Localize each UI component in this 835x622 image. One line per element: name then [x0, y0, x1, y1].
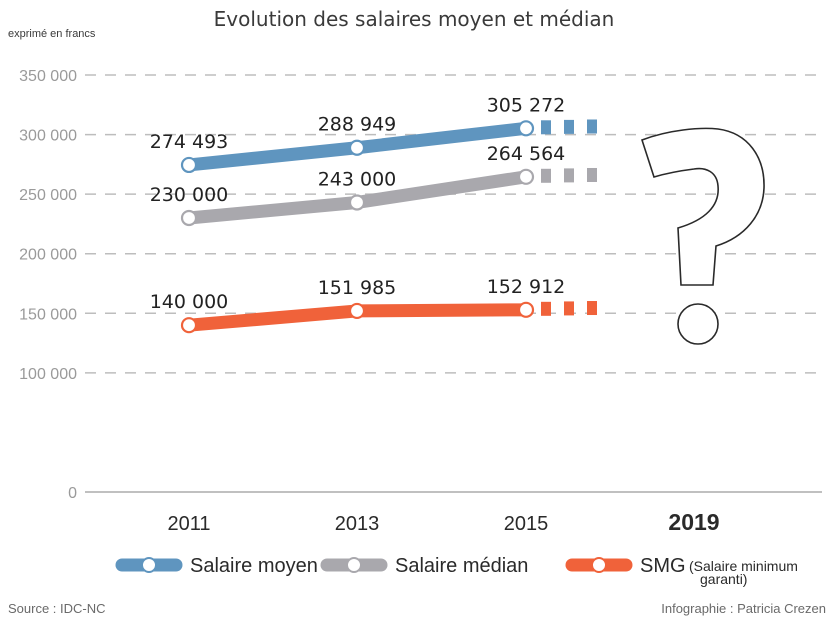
legend-label: Salaire médian — [395, 555, 528, 577]
projection-dash — [541, 301, 551, 316]
legend: Salaire moyen Salaire médian SMG (Salaire m… — [115, 555, 798, 587]
y-tick-label: 300 000 — [19, 128, 77, 145]
question-mark-icon — [641, 127, 765, 345]
y-tick-label: 350 000 — [19, 68, 77, 85]
legend-item: Salaire médian — [320, 555, 528, 577]
series-salaire-m-dian: 230 000 243 000 264 564 — [150, 143, 597, 227]
data-label: 140 000 — [150, 291, 229, 313]
x-tick-label: 2015 — [504, 513, 549, 535]
data-label: 305 272 — [487, 94, 566, 116]
data-point — [348, 302, 366, 320]
projection-dash — [564, 168, 574, 183]
data-label: 243 000 — [318, 168, 397, 190]
projection-dash — [587, 167, 597, 182]
x-tick-label: 2019 — [668, 509, 719, 535]
data-point — [180, 209, 198, 227]
x-tick-label: 2011 — [167, 513, 210, 535]
credit-note: Infographie : Patricia Crezen — [661, 601, 826, 616]
projection-dash — [564, 301, 574, 316]
series-group: 274 493 288 949 305 272 230 000 243 000 264 5… — [150, 94, 597, 334]
x-tick-label: 2013 — [335, 513, 380, 535]
chart-title: Evolution des salaires moyen et médian — [214, 7, 615, 31]
legend-marker — [141, 557, 157, 573]
data-label: 152 912 — [487, 276, 566, 298]
y-tick-label: 100 000 — [19, 366, 77, 383]
y-axis-ticks: 0 100 000 150 000 200 000 250 000 300 000 350 … — [19, 68, 77, 502]
question-mark-hook — [641, 127, 765, 286]
y-tick-label: 0 — [68, 485, 77, 502]
legend-item: Salaire moyen — [115, 555, 318, 577]
y-tick-label: 200 000 — [19, 247, 77, 264]
legend-marker — [346, 557, 362, 573]
legend-label: Salaire moyen — [190, 555, 318, 577]
projection-dash — [564, 119, 574, 134]
legend-marker — [591, 557, 607, 573]
data-point — [517, 301, 535, 318]
legend-sublabel: (Salaire minimum — [689, 558, 798, 574]
y-tick-label: 150 000 — [19, 306, 77, 323]
data-label: 274 493 — [150, 131, 229, 153]
y-axis-unit-label: exprimé en francs — [8, 28, 96, 40]
x-axis-ticks: 2011 2013 2015 2019 — [167, 509, 719, 535]
question-mark-dot — [677, 303, 719, 345]
series-smg: 140 000 151 985 152 912 — [150, 276, 597, 334]
projection-dash — [541, 120, 551, 135]
projection-dash — [541, 168, 551, 183]
data-point — [180, 156, 198, 174]
legend-label: SMG — [640, 555, 686, 577]
data-label: 230 000 — [150, 184, 229, 206]
series-salaire-moyen: 274 493 288 949 305 272 — [150, 94, 597, 174]
legend-sublabel: garanti) — [700, 571, 747, 587]
data-label: 264 564 — [487, 143, 566, 165]
data-point — [180, 317, 198, 334]
data-label: 151 985 — [318, 277, 397, 299]
data-point — [517, 168, 535, 185]
projection-dash — [587, 119, 597, 134]
data-label: 288 949 — [318, 114, 397, 136]
data-point — [348, 194, 366, 211]
projection-dash — [587, 301, 597, 316]
y-tick-label: 250 000 — [19, 187, 77, 204]
source-note: Source : IDC-NC — [8, 601, 106, 616]
data-point — [348, 139, 366, 156]
data-point — [517, 120, 535, 137]
